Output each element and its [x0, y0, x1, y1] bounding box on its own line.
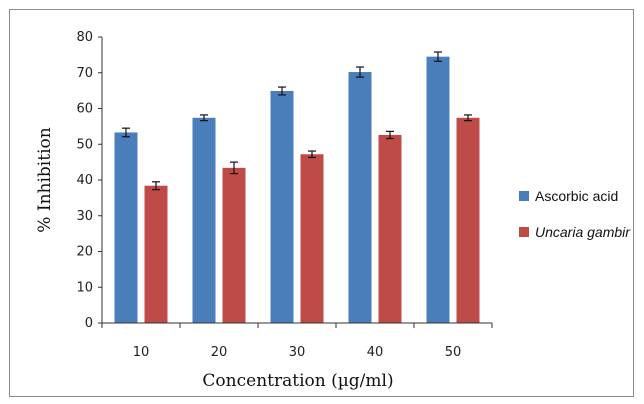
y-axis-title: % Inhibition: [35, 127, 55, 232]
y-tick-label: 50: [76, 137, 93, 152]
bar-ascorbic-acid: [348, 72, 372, 323]
y-tick-label: 0: [85, 316, 93, 331]
y-tick-label: 40: [76, 173, 93, 188]
bar-uncaria-gambir: [378, 134, 402, 323]
bar-uncaria-gambir: [300, 154, 324, 323]
y-tick-label: 20: [76, 245, 93, 260]
bar-ascorbic-acid: [426, 56, 450, 323]
legend-swatch-ascorbic-acid: [519, 191, 529, 201]
y-tick-label: 70: [76, 66, 93, 81]
x-tick-label: 10: [133, 345, 150, 360]
bar-ascorbic-acid: [270, 90, 294, 323]
legend-label-uncaria-gambir: Uncaria gambir: [535, 224, 631, 240]
legend-label-ascorbic-acid: Ascorbic acid: [535, 188, 618, 204]
plot-area: [114, 51, 480, 323]
bar-uncaria-gambir: [144, 185, 168, 323]
bar-uncaria-gambir: [456, 117, 480, 323]
x-tick-label: 50: [445, 345, 462, 360]
y-tick-label: 60: [76, 102, 93, 117]
legend: Ascorbic acid Uncaria gambir: [519, 188, 631, 240]
bar-uncaria-gambir: [222, 167, 246, 323]
y-tick-label: 10: [76, 280, 93, 295]
x-tick-label: 30: [289, 345, 306, 360]
x-axis-title: Concentration (µg/ml): [202, 371, 393, 391]
x-tick-label: 20: [211, 345, 228, 360]
y-tick-label: 30: [76, 209, 93, 224]
bar-ascorbic-acid: [114, 132, 138, 323]
legend-swatch-uncaria-gambir: [519, 227, 529, 237]
axes: 0 10 20 30 40 50 60 70 80 10 20 30 40 50: [76, 30, 493, 360]
bar-ascorbic-acid: [192, 117, 216, 323]
x-tick-label: 40: [367, 345, 384, 360]
y-tick-label: 80: [76, 30, 93, 45]
